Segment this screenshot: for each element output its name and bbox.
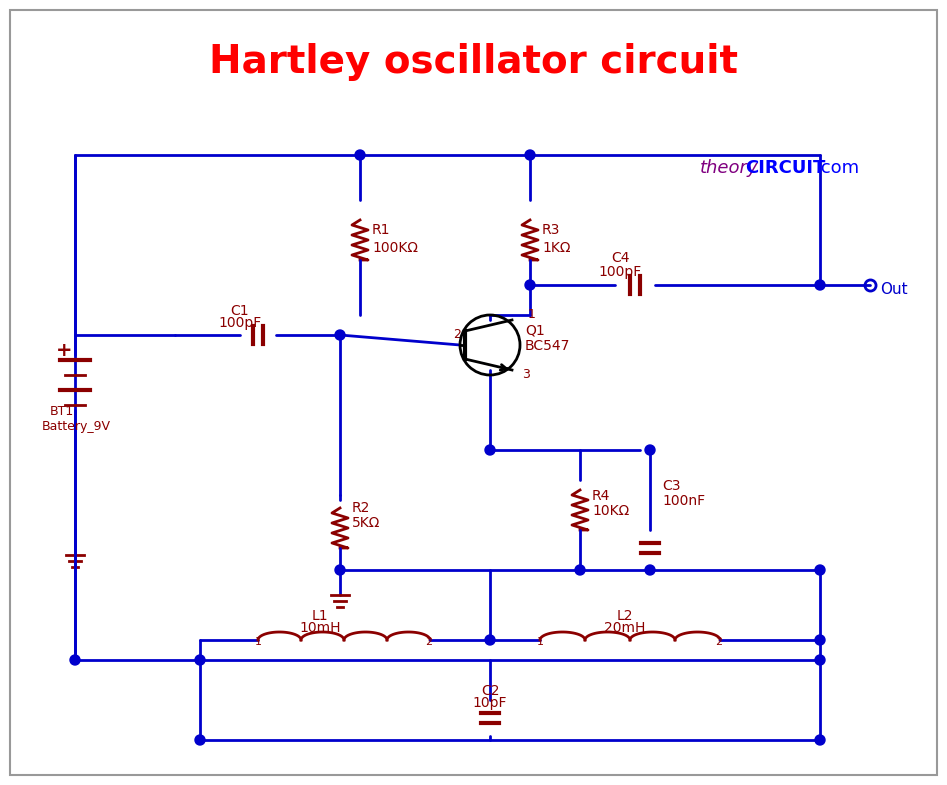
Text: 100KΩ: 100KΩ <box>372 241 418 255</box>
Text: .com: .com <box>815 159 859 177</box>
Circle shape <box>575 565 585 575</box>
Circle shape <box>815 280 825 290</box>
Circle shape <box>815 635 825 645</box>
Circle shape <box>485 445 495 455</box>
Circle shape <box>815 655 825 665</box>
Circle shape <box>525 280 535 290</box>
Text: C3: C3 <box>662 479 681 493</box>
Text: 100pF: 100pF <box>219 316 261 330</box>
Text: BT1: BT1 <box>50 405 74 418</box>
Circle shape <box>645 565 655 575</box>
Circle shape <box>195 735 205 745</box>
Text: +: + <box>56 341 73 360</box>
Text: C4: C4 <box>611 251 629 265</box>
Text: R4: R4 <box>592 489 611 503</box>
Text: CIRCUIT: CIRCUIT <box>745 159 826 177</box>
Circle shape <box>355 150 365 160</box>
Text: 5KΩ: 5KΩ <box>352 516 381 530</box>
Text: Q1: Q1 <box>525 324 545 338</box>
Text: Battery_9V: Battery_9V <box>42 420 111 433</box>
Text: 20mH: 20mH <box>604 621 646 635</box>
Circle shape <box>815 735 825 745</box>
Text: R2: R2 <box>352 501 370 515</box>
Text: 2: 2 <box>453 328 461 341</box>
Text: L1: L1 <box>312 609 329 623</box>
Text: 1: 1 <box>537 637 544 647</box>
Circle shape <box>485 635 495 645</box>
Circle shape <box>645 445 655 455</box>
Text: BC547: BC547 <box>525 339 570 353</box>
Circle shape <box>335 565 345 575</box>
Text: 3: 3 <box>522 368 530 381</box>
Text: R3: R3 <box>542 223 561 237</box>
Text: 1: 1 <box>528 308 536 321</box>
Text: C2: C2 <box>481 684 499 698</box>
Text: 100pF: 100pF <box>599 265 642 279</box>
Text: L2: L2 <box>616 609 634 623</box>
Text: Hartley oscillator circuit: Hartley oscillator circuit <box>208 43 738 81</box>
Circle shape <box>815 565 825 575</box>
Text: 10mH: 10mH <box>299 621 341 635</box>
Circle shape <box>70 655 80 665</box>
Circle shape <box>525 150 535 160</box>
Text: 1KΩ: 1KΩ <box>542 241 570 255</box>
Text: R1: R1 <box>372 223 390 237</box>
Circle shape <box>195 655 205 665</box>
Text: 2: 2 <box>715 637 723 647</box>
Text: theory: theory <box>700 159 759 177</box>
Text: 100nF: 100nF <box>662 494 706 508</box>
Text: 10pF: 10pF <box>473 696 508 710</box>
Text: 10KΩ: 10KΩ <box>592 504 629 518</box>
Circle shape <box>335 330 345 340</box>
Text: 1: 1 <box>255 637 262 647</box>
Text: 2: 2 <box>425 637 432 647</box>
Text: C1: C1 <box>231 304 249 318</box>
Text: Out: Out <box>880 282 907 297</box>
